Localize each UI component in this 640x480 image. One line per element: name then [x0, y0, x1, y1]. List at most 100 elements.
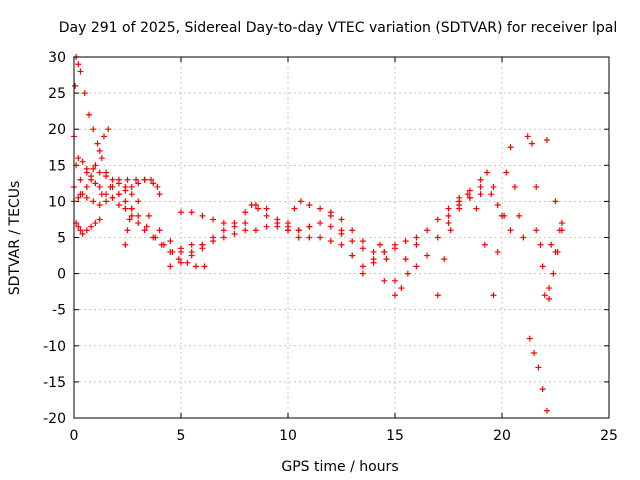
data-point	[516, 212, 523, 219]
data-point	[484, 169, 491, 176]
y-axis-label: SDTVAR / TECUs	[7, 181, 23, 296]
data-point	[92, 180, 99, 187]
data-point	[490, 183, 497, 190]
data-point	[210, 216, 217, 223]
chart-title: Day 291 of 2025, Sidereal Day-to-day VTE…	[59, 20, 617, 36]
data-point	[81, 90, 88, 97]
data-point	[445, 205, 452, 212]
data-point	[306, 234, 313, 241]
data-point	[359, 238, 366, 245]
series-arc-23	[533, 227, 565, 292]
data-point	[402, 238, 409, 245]
data-point	[263, 205, 270, 212]
data-point	[359, 245, 366, 252]
data-point	[317, 205, 324, 212]
data-point	[135, 220, 142, 227]
data-point	[370, 248, 377, 255]
data-point	[135, 198, 142, 205]
data-point	[543, 137, 550, 144]
data-point	[359, 270, 366, 277]
data-point	[524, 133, 531, 140]
series-arc-1	[71, 155, 208, 270]
data-point	[424, 227, 431, 234]
data-point	[98, 155, 105, 162]
data-point	[317, 234, 324, 241]
data-point	[242, 220, 249, 227]
data-point	[464, 191, 471, 198]
data-point	[98, 191, 105, 198]
data-point	[556, 227, 563, 234]
data-point	[128, 212, 135, 219]
data-point	[83, 183, 90, 190]
data-point	[122, 198, 129, 205]
data-point	[295, 234, 302, 241]
data-point	[383, 256, 390, 263]
data-point	[392, 277, 398, 284]
data-point	[370, 256, 377, 263]
data-point	[178, 209, 184, 216]
data-point	[466, 194, 473, 201]
data-point	[103, 173, 110, 180]
data-point	[306, 223, 313, 230]
data-point	[481, 241, 488, 248]
data-point	[466, 187, 473, 194]
data-point	[96, 216, 103, 223]
data-point	[546, 285, 553, 292]
data-point	[156, 227, 163, 234]
data-point	[338, 241, 345, 248]
data-point	[511, 183, 518, 190]
data-point	[445, 212, 452, 219]
data-point	[392, 292, 398, 299]
data-point	[188, 209, 195, 216]
y-tick-label: 0	[57, 267, 66, 283]
data-point	[541, 292, 548, 299]
data-point	[94, 140, 101, 147]
data-point	[126, 216, 133, 223]
series-arc-8	[122, 205, 135, 248]
y-tick-label: 25	[48, 86, 66, 102]
series-arc-7	[98, 176, 163, 198]
data-point	[184, 259, 191, 266]
data-point	[145, 212, 152, 219]
data-point	[526, 335, 533, 342]
data-point	[109, 194, 116, 201]
x-tick-label: 20	[493, 428, 511, 444]
data-point	[122, 241, 129, 248]
data-point	[413, 241, 420, 248]
data-point	[152, 234, 159, 241]
data-point	[477, 183, 484, 190]
data-point	[552, 248, 559, 255]
data-point	[122, 183, 129, 190]
series-arc-17	[402, 183, 514, 263]
data-point	[90, 165, 97, 172]
data-point	[548, 241, 555, 248]
data-point	[141, 227, 148, 234]
data-point	[92, 162, 99, 169]
data-point	[167, 238, 174, 245]
data-point	[520, 234, 527, 241]
data-point	[533, 183, 540, 190]
data-point	[83, 227, 90, 234]
data-point	[503, 169, 510, 176]
data-point	[381, 248, 388, 255]
data-point	[77, 227, 84, 234]
data-point	[338, 216, 345, 223]
data-point	[135, 180, 142, 187]
data-point	[75, 223, 82, 230]
data-point	[447, 227, 454, 234]
series-arc-5	[77, 176, 161, 209]
data-point	[535, 364, 542, 371]
data-point	[327, 223, 334, 230]
data-point	[528, 140, 535, 147]
data-point	[83, 194, 90, 201]
x-tick-label: 10	[279, 428, 297, 444]
data-point	[404, 270, 411, 277]
data-point	[317, 220, 324, 227]
x-tick-label: 0	[70, 428, 79, 444]
plot-frame	[73, 56, 610, 419]
x-axis-label: GPS time / hours	[281, 459, 398, 475]
series-arc-15	[327, 212, 398, 284]
data-point	[494, 248, 501, 255]
data-point	[499, 212, 505, 219]
x-tick-label: 5	[177, 428, 186, 444]
